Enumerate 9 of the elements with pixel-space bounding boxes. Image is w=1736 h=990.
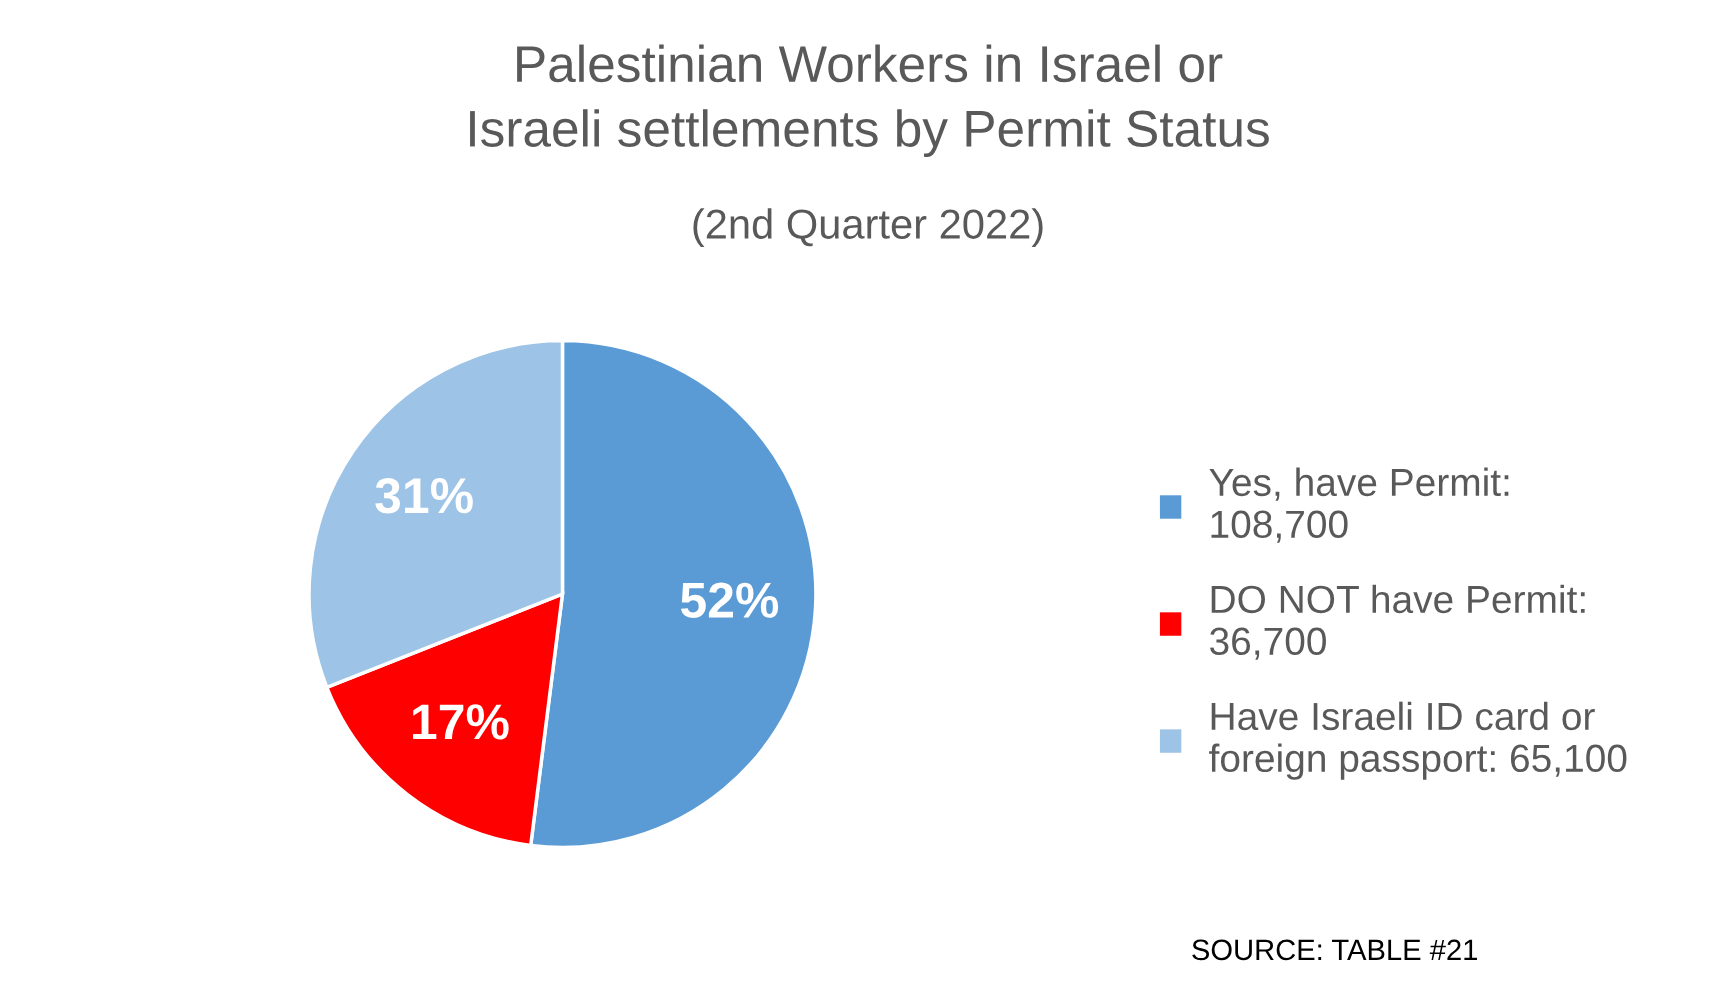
data-label: 31% [375,478,473,514]
data-label: 17% [413,704,509,740]
legend-label: Yes, have Permit: 108,700 [1209,467,1509,543]
legend-label: Have Israeli ID card or foreign passport: 65,100 [1209,701,1627,780]
source-note: SOURCE: TABLE #21 [1192,939,1477,961]
chart-title: Palestinian Workers in Israel or Israeli settlements by Permit Status [470,44,1269,158]
legend-label: DO NOT have Permit: 36,700 [1210,584,1585,660]
data-label: 52% [680,582,779,618]
chart-subtitle: (2nd Quarter 2022) [693,208,1043,248]
